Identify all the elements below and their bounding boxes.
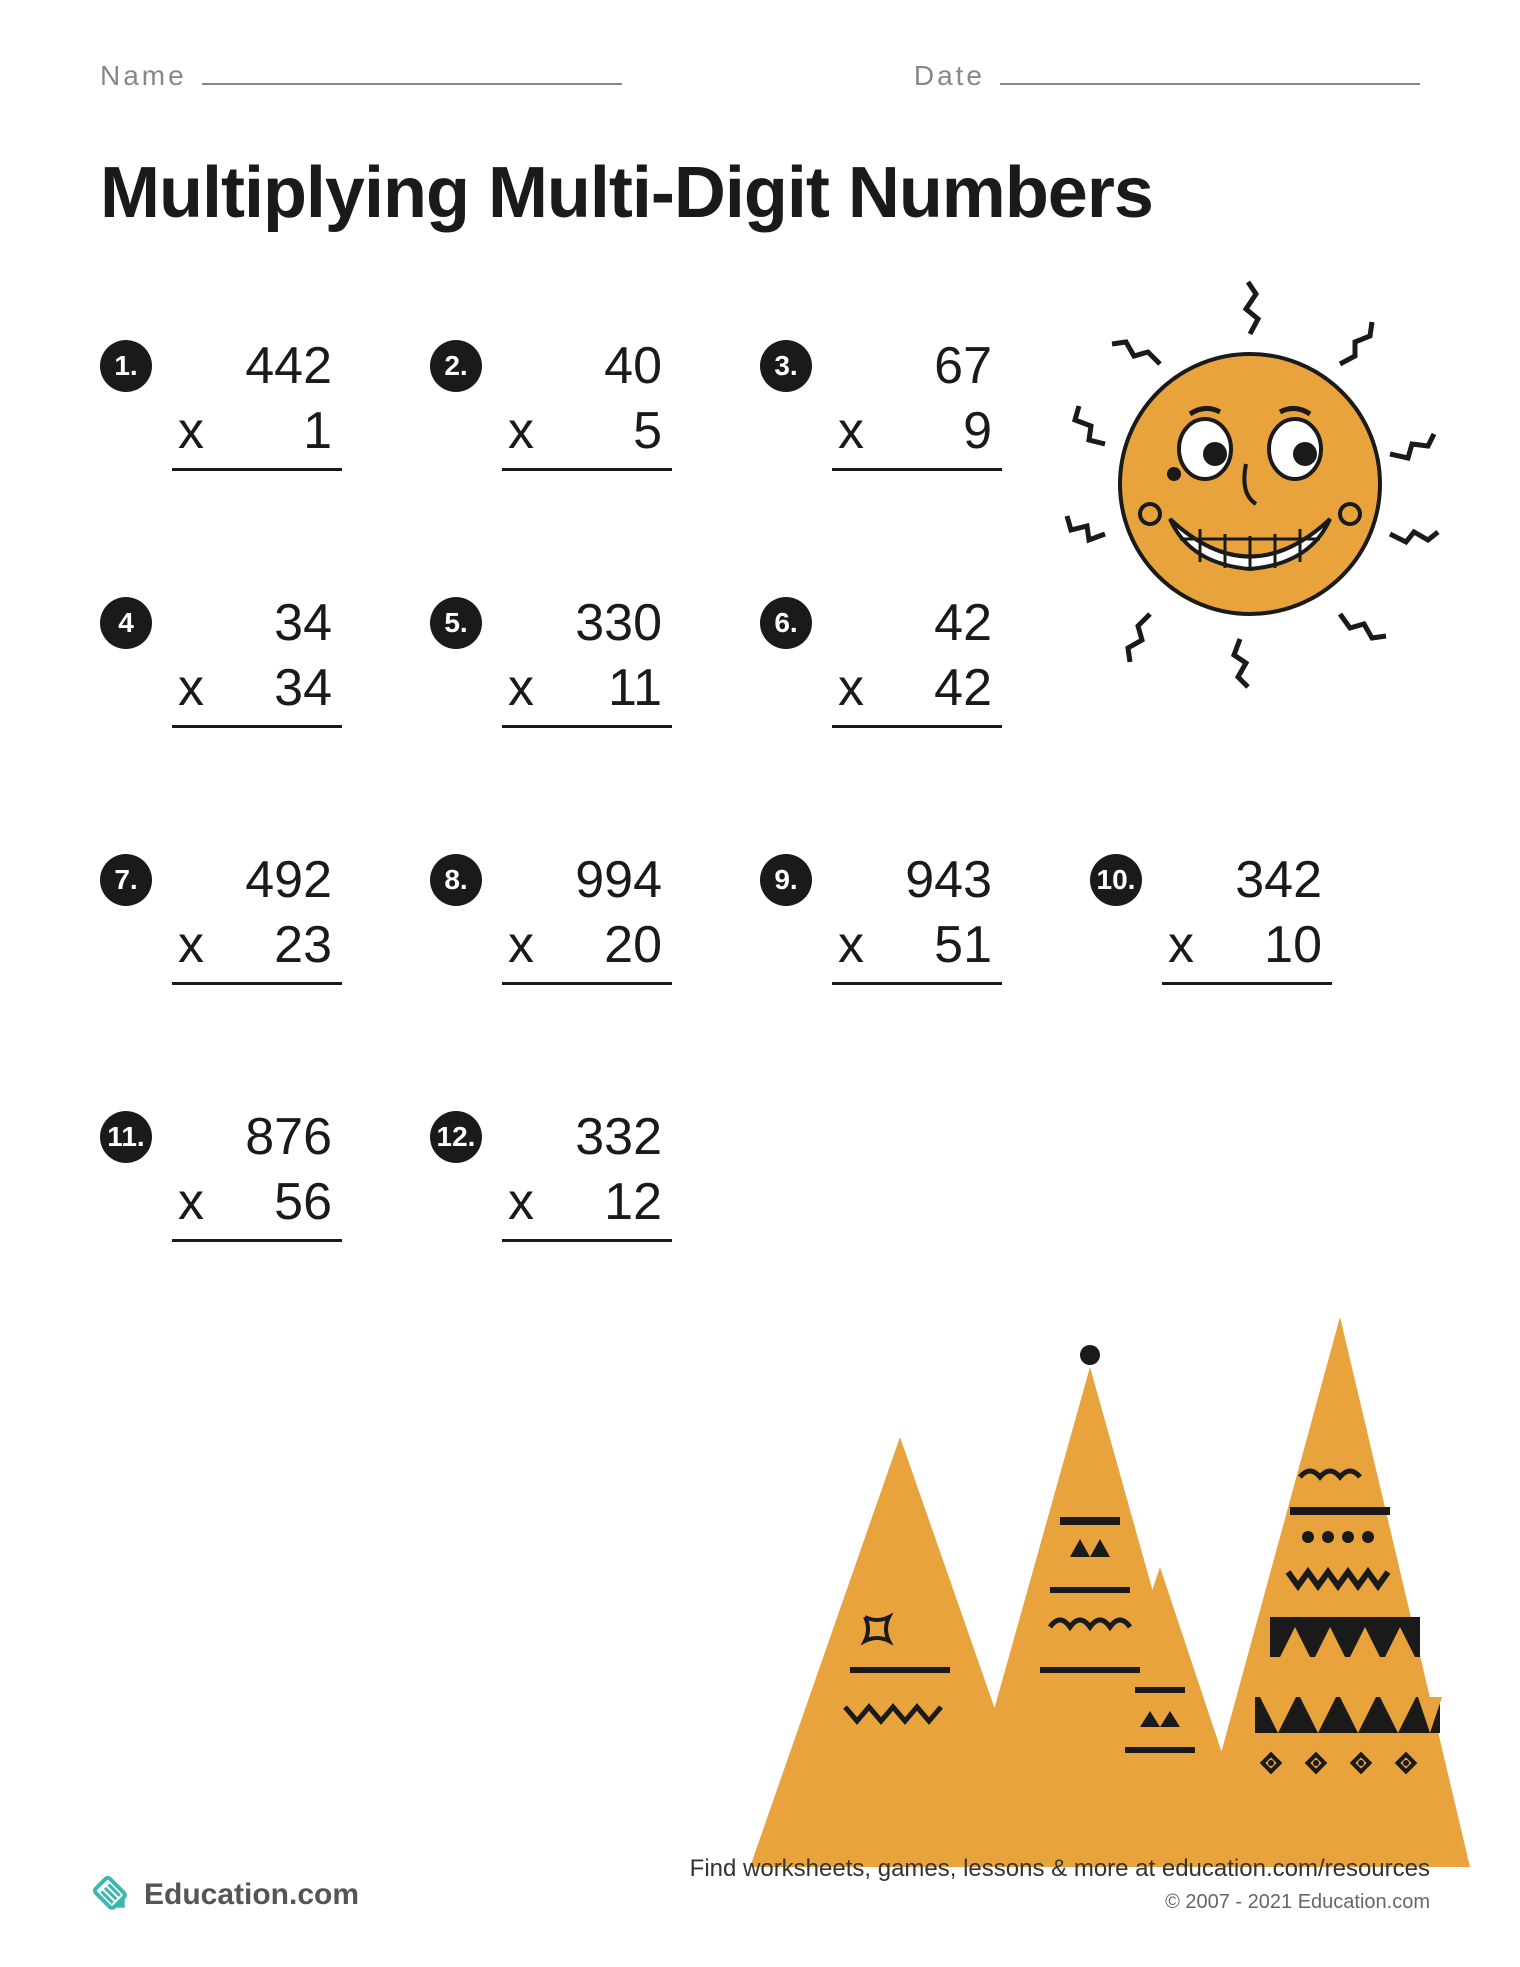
- multiplier-row: x51: [832, 913, 1002, 985]
- operator: x: [832, 399, 864, 464]
- operator: x: [502, 913, 534, 978]
- problem-number-badge: 2.: [430, 340, 482, 392]
- multiplier-row: x12: [502, 1170, 672, 1242]
- footer-copyright: © 2007 - 2021 Education.com: [690, 1887, 1430, 1917]
- problem: 12. 332x12: [430, 1105, 700, 1242]
- problem: 11. 876x56: [100, 1105, 370, 1242]
- brand-logo: Education.com: [90, 1873, 359, 1917]
- multiplier-row: x9: [832, 399, 1002, 471]
- multiplicand: 442: [172, 334, 342, 399]
- multiplicand: 943: [832, 848, 1002, 913]
- operator: x: [1162, 913, 1194, 978]
- operator: x: [172, 913, 204, 978]
- problem: 7. 492x23: [100, 848, 370, 985]
- multiplicand: 994: [502, 848, 672, 913]
- problem: 9. 943x51: [760, 848, 1030, 985]
- multiplicand: 342: [1162, 848, 1332, 913]
- mountains-illustration: [750, 1307, 1470, 1867]
- problem-number-badge: 4: [100, 597, 152, 649]
- problem-number-badge: 3.: [760, 340, 812, 392]
- problem-math: 342x10: [1162, 848, 1332, 985]
- operator: x: [502, 656, 534, 721]
- footer: Education.com Find worksheets, games, le…: [90, 1851, 1430, 1917]
- problem-math: 943x51: [832, 848, 1002, 985]
- multiplier-row: x23: [172, 913, 342, 985]
- problem: 2. 40x5: [430, 334, 700, 471]
- multiplier-row: x34: [172, 656, 342, 728]
- problem-math: 492x23: [172, 848, 342, 985]
- sun-illustration: [1040, 274, 1460, 694]
- multiplier-row: x56: [172, 1170, 342, 1242]
- problem-math: 67x9: [832, 334, 1002, 471]
- multiplicand: 34: [172, 591, 342, 656]
- multiplier-row: x5: [502, 399, 672, 471]
- problem-row: 11. 876x56 12. 332x12: [100, 1105, 1430, 1242]
- problem: 3. 67x9: [760, 334, 1030, 471]
- page-title: Multiplying Multi-Digit Numbers: [90, 152, 1430, 234]
- problem-number-badge: 5.: [430, 597, 482, 649]
- logo-icon: [90, 1873, 134, 1917]
- problem-math: 34x34: [172, 591, 342, 728]
- operator: x: [172, 399, 204, 464]
- date-label: Date: [914, 60, 985, 92]
- problem-math: 876x56: [172, 1105, 342, 1242]
- multiplicand: 67: [832, 334, 1002, 399]
- problem-number-badge: 7.: [100, 854, 152, 906]
- header-row: Name Date: [90, 60, 1430, 92]
- multiplier-row: x20: [502, 913, 672, 985]
- problem: 4 34x34: [100, 591, 370, 728]
- problem: 5. 330x11: [430, 591, 700, 728]
- problem-number-badge: 10.: [1090, 854, 1142, 906]
- multiplicand: 42: [832, 591, 1002, 656]
- problem-row: 7. 492x23 8. 994x20 9. 943x51 10. 342x10: [100, 848, 1430, 985]
- problem-math: 330x11: [502, 591, 672, 728]
- multiplicand: 40: [502, 334, 672, 399]
- date-field: Date: [914, 60, 1420, 92]
- multiplicand: 332: [502, 1105, 672, 1170]
- operator: x: [172, 656, 204, 721]
- problems-area: 1.442x12.40x53.67x9434x345.330x116.42x42…: [90, 334, 1430, 1242]
- name-label: Name: [100, 60, 187, 92]
- problem-math: 42x42: [832, 591, 1002, 728]
- problem: 8. 994x20: [430, 848, 700, 985]
- problem-number-badge: 9.: [760, 854, 812, 906]
- multiplicand: 492: [172, 848, 342, 913]
- problem-math: 994x20: [502, 848, 672, 985]
- problem-number-badge: 6.: [760, 597, 812, 649]
- operator: x: [832, 913, 864, 978]
- operator: x: [502, 1170, 534, 1235]
- problem: 10. 342x10: [1090, 848, 1360, 985]
- operator: x: [832, 656, 864, 721]
- name-input-line[interactable]: [202, 83, 622, 85]
- problem: 1. 442x1: [100, 334, 370, 471]
- problem-number-badge: 12.: [430, 1111, 482, 1163]
- name-field: Name: [100, 60, 622, 92]
- footer-tagline: Find worksheets, games, lessons & more a…: [690, 1851, 1430, 1887]
- multiplier-row: x42: [832, 656, 1002, 728]
- problem-number-badge: 11.: [100, 1111, 152, 1163]
- problem-math: 442x1: [172, 334, 342, 471]
- date-input-line[interactable]: [1000, 83, 1420, 85]
- operator: x: [502, 399, 534, 464]
- problem-math: 332x12: [502, 1105, 672, 1242]
- problem-math: 40x5: [502, 334, 672, 471]
- footer-text: Find worksheets, games, lessons & more a…: [690, 1851, 1430, 1917]
- brand-name: Education.com: [144, 1878, 359, 1912]
- multiplicand: 330: [502, 591, 672, 656]
- problem: 6. 42x42: [760, 591, 1030, 728]
- multiplicand: 876: [172, 1105, 342, 1170]
- operator: x: [172, 1170, 204, 1235]
- multiplier-row: x1: [172, 399, 342, 471]
- problem-number-badge: 1.: [100, 340, 152, 392]
- problem-number-badge: 8.: [430, 854, 482, 906]
- multiplier-row: x10: [1162, 913, 1332, 985]
- multiplier-row: x11: [502, 656, 672, 728]
